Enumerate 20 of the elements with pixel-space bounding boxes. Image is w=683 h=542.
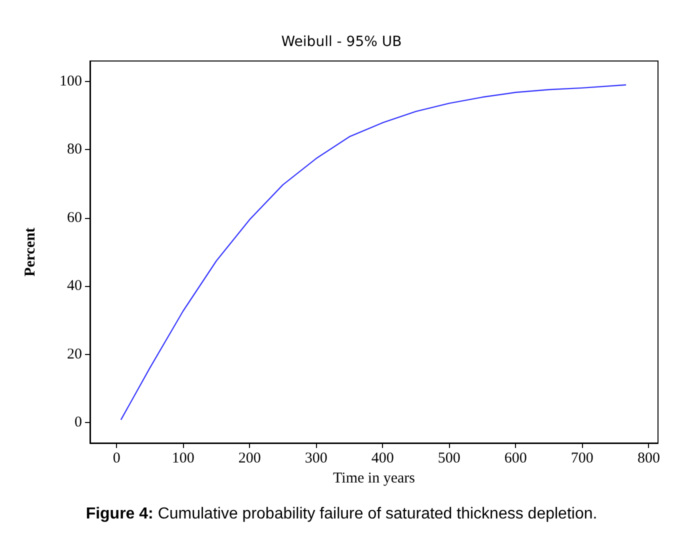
y-tick-label: 80 [67,142,82,158]
x-tick-label: 100 [172,450,194,466]
y-tick-label: 60 [67,210,82,226]
x-tick-label: 800 [637,450,660,466]
y-axis-title: Percent [22,228,38,276]
x-tick-label: 500 [438,450,460,466]
y-tick-label: 0 [74,414,82,431]
line-series [120,84,627,420]
x-tick-label: 700 [570,450,594,466]
caption: Figure 4: Cumulative probability failure of saturated thickness depletion. [86,506,598,522]
x-tick-label: 600 [504,450,527,466]
y-tick-label: 40 [67,278,82,294]
x-tick-label: 400 [371,450,394,466]
x-tick-label: 0 [112,450,120,466]
y-tick-label: 100 [60,73,82,90]
x-tick-label: 200 [238,450,261,466]
chart-title: Weibull - 95% UB [281,34,402,50]
x-axis-title: Time in years [333,470,416,486]
y-tick-label: 20 [67,346,82,362]
x-tick-label: 300 [304,450,328,466]
